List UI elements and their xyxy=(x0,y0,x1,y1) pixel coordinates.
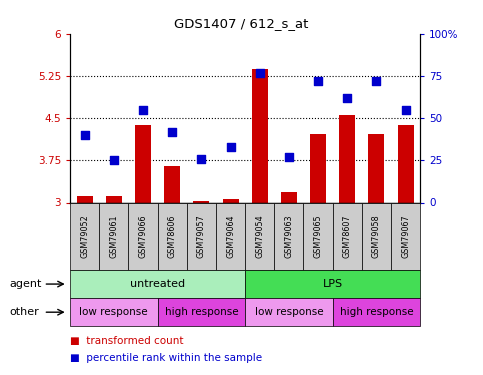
Text: low response: low response xyxy=(80,307,148,317)
Point xyxy=(168,129,176,135)
Text: GSM79066: GSM79066 xyxy=(139,214,147,258)
Bar xyxy=(339,116,355,202)
Text: high response: high response xyxy=(340,307,413,317)
Text: GSM79058: GSM79058 xyxy=(372,214,381,258)
Text: GSM79061: GSM79061 xyxy=(109,214,118,258)
Bar xyxy=(281,192,297,202)
Bar xyxy=(77,196,93,202)
Text: GSM78606: GSM78606 xyxy=(168,214,177,258)
Bar xyxy=(369,134,384,202)
Bar xyxy=(106,196,122,202)
Text: GSM79057: GSM79057 xyxy=(197,214,206,258)
Point xyxy=(256,70,264,76)
Point xyxy=(314,78,322,84)
Bar xyxy=(223,199,239,202)
Text: ■  transformed count: ■ transformed count xyxy=(70,336,184,346)
Bar xyxy=(164,166,180,202)
Bar xyxy=(135,125,151,202)
Point xyxy=(402,106,410,112)
Point xyxy=(110,158,118,164)
Point xyxy=(81,132,88,138)
Bar xyxy=(310,134,326,202)
Point xyxy=(139,106,147,112)
Text: GSM79052: GSM79052 xyxy=(80,214,89,258)
Text: GSM78607: GSM78607 xyxy=(343,214,352,258)
Text: GDS1407 / 612_s_at: GDS1407 / 612_s_at xyxy=(174,17,309,30)
Text: GSM79054: GSM79054 xyxy=(255,214,264,258)
Bar xyxy=(193,201,209,202)
Point xyxy=(227,144,234,150)
Point xyxy=(343,95,351,101)
Bar xyxy=(398,125,413,202)
Text: other: other xyxy=(10,307,40,317)
Text: ■  percentile rank within the sample: ■ percentile rank within the sample xyxy=(70,353,262,363)
Text: GSM79065: GSM79065 xyxy=(313,214,323,258)
Text: untreated: untreated xyxy=(130,279,185,289)
Point xyxy=(372,78,380,84)
Text: GSM79063: GSM79063 xyxy=(284,214,293,258)
Text: high response: high response xyxy=(165,307,238,317)
Point xyxy=(198,156,205,162)
Text: agent: agent xyxy=(10,279,42,289)
Text: LPS: LPS xyxy=(323,279,343,289)
Bar xyxy=(252,69,268,203)
Point xyxy=(285,154,293,160)
Text: low response: low response xyxy=(255,307,323,317)
Text: GSM79067: GSM79067 xyxy=(401,214,410,258)
Text: GSM79064: GSM79064 xyxy=(226,214,235,258)
